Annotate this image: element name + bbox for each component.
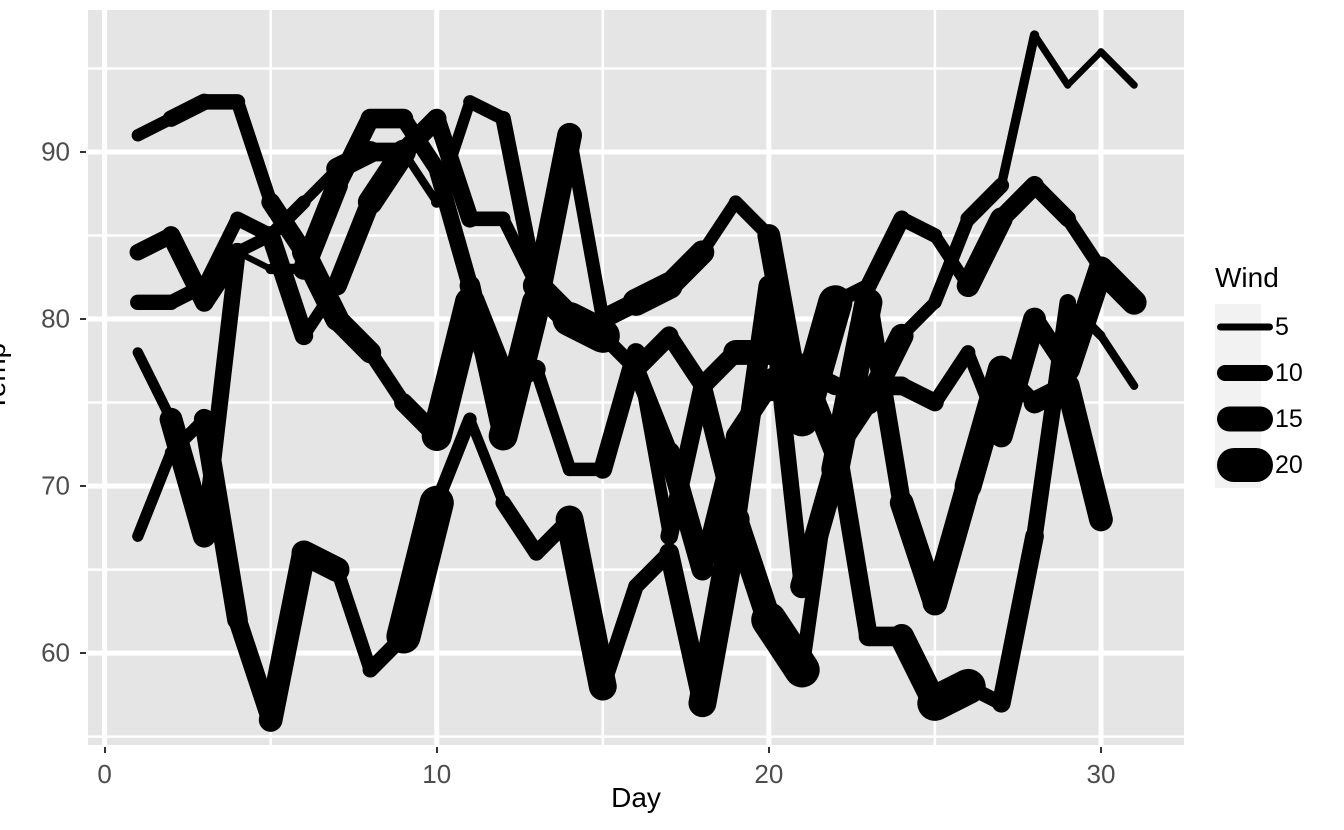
y-tick-mark xyxy=(80,652,86,655)
grid-major xyxy=(88,10,1184,745)
legend-row: 15 xyxy=(1215,396,1335,442)
data-lines xyxy=(129,30,1147,732)
legend-key-swatch xyxy=(1215,350,1273,396)
legend-title: Wind xyxy=(1215,262,1279,293)
x-tick-label: 0 xyxy=(97,759,112,789)
legend-row-label: 5 xyxy=(1275,312,1289,341)
x-tick-mark xyxy=(1099,747,1102,753)
x-tick-label: 20 xyxy=(754,759,784,789)
plot-panel xyxy=(88,10,1184,745)
y-tick-label: 80 xyxy=(41,303,70,334)
legend-row: 20 xyxy=(1215,442,1335,488)
x-tick-mark xyxy=(435,747,438,753)
legend-key-line xyxy=(1217,406,1273,432)
legend-rows: 5 10 15 20 xyxy=(1215,304,1335,488)
legend-key-swatch xyxy=(1215,442,1273,488)
x-axis-title: Day xyxy=(611,782,661,813)
y-tick-mark xyxy=(80,150,86,153)
x-tick-mark xyxy=(103,747,106,753)
y-tick-label: 70 xyxy=(41,470,70,501)
legend-row: 5 xyxy=(1215,304,1335,350)
legend-key-swatch xyxy=(1215,304,1273,350)
y-tick-label: 60 xyxy=(41,637,70,668)
legend-row-label: 15 xyxy=(1275,404,1303,433)
legend-key-line xyxy=(1217,323,1273,331)
x-tick-mark xyxy=(767,747,770,753)
legend-key-line xyxy=(1217,448,1273,482)
y-tick-mark xyxy=(80,485,86,488)
plot-panel-svg xyxy=(88,10,1184,745)
legend-key-swatch xyxy=(1215,396,1273,442)
y-axis-title: Temp xyxy=(0,342,11,412)
x-tick-label: 30 xyxy=(1086,759,1116,789)
legend: Wind 5 10 15 20 xyxy=(1215,262,1335,488)
legend-row-label: 20 xyxy=(1275,450,1303,479)
y-tick-label: 90 xyxy=(41,136,70,167)
y-tick-mark xyxy=(80,318,86,321)
legend-key-line xyxy=(1217,365,1273,381)
legend-row-label: 10 xyxy=(1275,358,1303,387)
legend-row: 10 xyxy=(1215,350,1335,396)
x-tick-label: 10 xyxy=(422,759,452,789)
